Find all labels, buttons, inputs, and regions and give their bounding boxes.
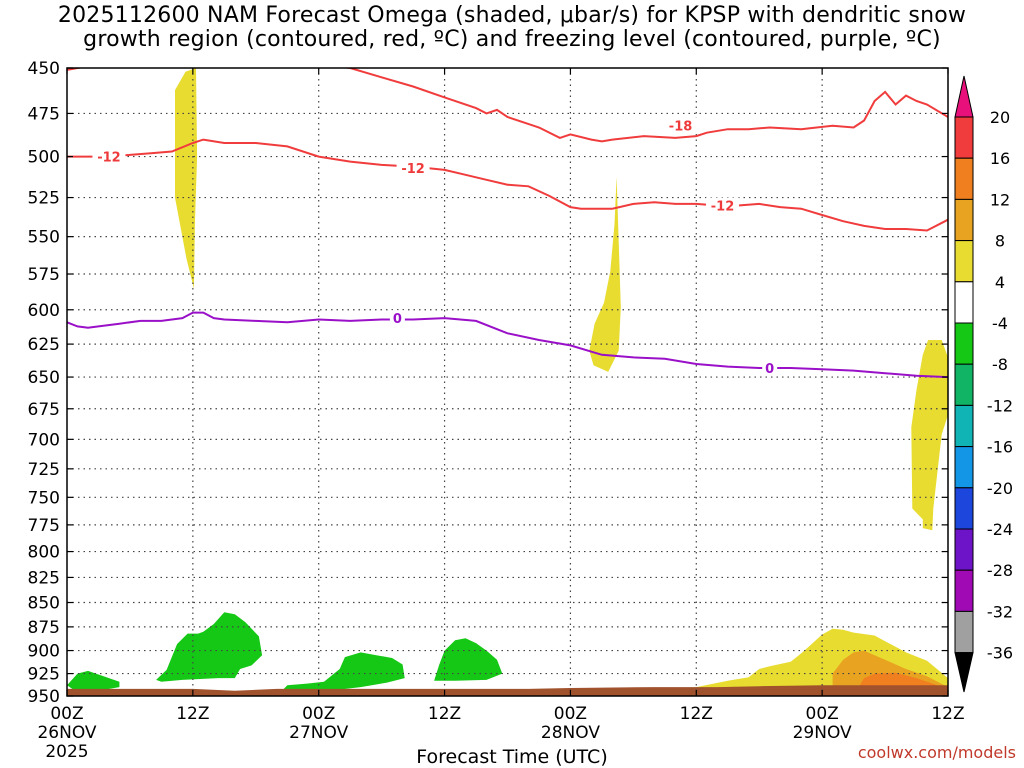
y-tick-label: 500	[28, 148, 60, 168]
colorbar-label-6: -8	[992, 355, 1008, 374]
y-tick-label: 750	[28, 488, 60, 508]
axes-layer: 450 475 500 525 550 575 600 625 650 675 700 725 750 7…	[28, 59, 965, 762]
y-tick-label: 600	[28, 301, 60, 321]
credit-text: coolwx.com/models	[857, 743, 1016, 762]
omega-region-6	[67, 670, 120, 693]
omega-shading-layer	[67, 68, 948, 696]
contour-label-bg	[664, 117, 698, 134]
chart-title: 2025112600 NAM Forecast Omega (shaded, μ…	[0, 4, 1024, 52]
contour-layer: -18 -12 -12 -12 0 0	[67, 68, 948, 379]
colorbar-swatch-10	[954, 528, 974, 571]
y-tick-label: 825	[28, 568, 60, 588]
x-year-label: 2025	[45, 742, 88, 762]
contour-label-1-2: -12	[711, 200, 735, 215]
omega-region-2	[911, 340, 948, 531]
title-line-2: growth region (contoured, red, ºC) and f…	[83, 27, 941, 52]
y-tick-label: 925	[28, 665, 60, 685]
x-tick-label: 12Z	[931, 704, 964, 724]
y-tick-label: 900	[28, 642, 60, 662]
colorbar-swatch-6	[954, 363, 974, 406]
x-date-label: 29NOV	[793, 723, 852, 743]
colorbar-top-arrow	[954, 75, 974, 118]
x-tick-label: 12Z	[680, 704, 713, 724]
y-tick-label: 850	[28, 594, 60, 614]
title-line-1: 2025112600 NAM Forecast Omega (shaded, μ…	[57, 3, 967, 28]
contour-line-1	[67, 138, 948, 232]
colorbar-swatch-3	[954, 240, 974, 283]
omega-region-8	[282, 652, 405, 693]
colorbar-swatch-4	[954, 281, 974, 324]
contour-label-0-0: -18	[669, 120, 693, 135]
plot-frame	[66, 67, 949, 697]
colorbar-label-9: -20	[987, 479, 1013, 498]
terrain-surface	[67, 685, 948, 696]
y-tick-label: 800	[28, 543, 60, 563]
omega-region-9	[434, 638, 503, 681]
contour-label-bg	[389, 310, 405, 327]
colorbar-swatch-5	[954, 322, 974, 365]
x-tick-label: 00Z	[806, 704, 839, 724]
contour-label-bg	[706, 197, 740, 214]
y-tick-label: 475	[28, 104, 60, 124]
colorbar-label-13: -36	[987, 644, 1013, 663]
contour-label-1-0: -12	[97, 151, 121, 166]
x-date-label: 26NOV	[37, 723, 96, 743]
colorbar-label-7: -12	[987, 396, 1013, 415]
colorbar-label-8: -16	[987, 438, 1013, 457]
contour-line-2	[67, 311, 948, 379]
y-tick-label: 525	[28, 189, 60, 209]
contour-label-2-0: 0	[393, 312, 402, 327]
y-tick-label: 950	[28, 687, 60, 707]
y-tick-label: 725	[28, 460, 60, 480]
colorbar-label-1: 16	[990, 149, 1010, 168]
colorbar-bottom-arrow	[954, 652, 974, 693]
x-axis-title: Forecast Time (UTC)	[416, 746, 608, 768]
x-date-label: 27NOV	[289, 723, 348, 743]
y-tick-label: 775	[28, 516, 60, 536]
contour-label-2-1: 0	[765, 362, 774, 377]
x-tick-label: 00Z	[554, 704, 587, 724]
x-tick-label: 00Z	[302, 704, 335, 724]
colorbar-swatch-8	[954, 446, 974, 489]
colorbar-swatch-12	[954, 610, 974, 654]
contour-label-bg	[762, 359, 778, 376]
colorbar-swatch-2	[954, 198, 974, 242]
y-tick-label: 575	[28, 265, 60, 285]
colorbar-swatch-11	[954, 569, 974, 612]
colorbar-swatch-7	[954, 404, 974, 448]
colorbar-swatch-1	[954, 157, 974, 200]
y-tick-label: 700	[28, 430, 60, 450]
x-date-label: 28NOV	[541, 723, 600, 743]
x-tick-label: 12Z	[176, 704, 209, 724]
x-tick-label: 00Z	[50, 704, 83, 724]
grid-layer	[67, 68, 948, 696]
omega-region-1	[589, 176, 621, 372]
colorbar-label-12: -32	[987, 602, 1013, 621]
y-tick-label: 450	[28, 59, 60, 79]
colorbar-label-5: -4	[992, 314, 1008, 333]
colorbar-label-3: 8	[995, 232, 1005, 251]
y-tick-label: 675	[28, 400, 60, 420]
y-tick-label: 875	[28, 618, 60, 638]
colorbar-swatch-0	[954, 116, 974, 159]
colorbar-label-0: 20	[990, 108, 1010, 127]
colorbar-label-2: 12	[990, 190, 1010, 209]
x-tick-label: 12Z	[428, 704, 461, 724]
omega-region-7	[156, 612, 263, 682]
colorbar-label-4: 4	[995, 273, 1005, 292]
y-tick-label: 625	[28, 335, 60, 355]
colorbar-swatch-9	[954, 487, 974, 530]
contour-label-bg	[396, 160, 430, 177]
colorbar-label-10: -24	[987, 520, 1013, 539]
contour-label-bg	[92, 148, 126, 165]
contour-line-0	[67, 68, 948, 143]
y-tick-label: 550	[28, 228, 60, 248]
y-tick-label: 650	[28, 368, 60, 388]
colorbar: 20 16 12 8 4 -4 -8 -12 -16 -20 -24 -28 -32 -36	[954, 75, 1013, 693]
colorbar-label-11: -28	[987, 561, 1013, 580]
omega-region-0	[175, 68, 198, 289]
contour-label-1-1: -12	[401, 162, 425, 177]
